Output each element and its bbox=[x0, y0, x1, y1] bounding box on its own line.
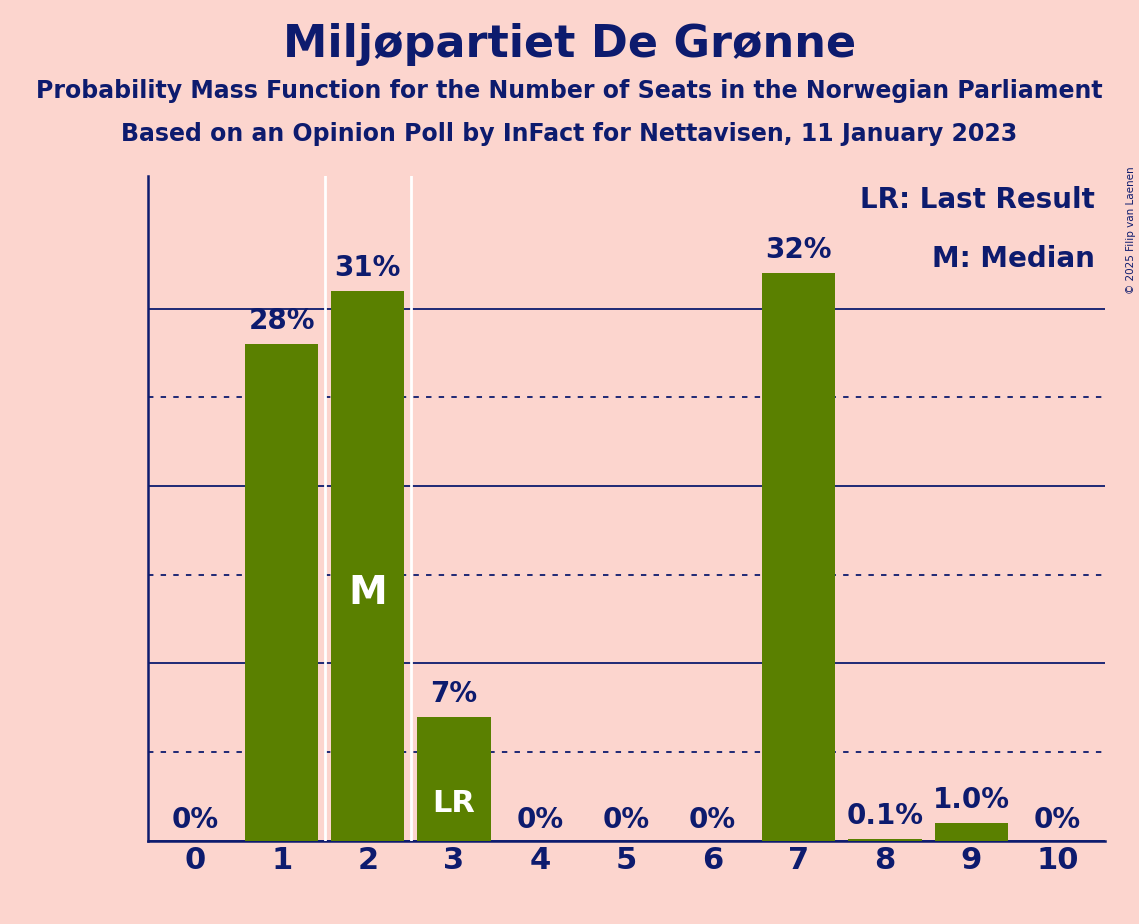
Bar bbox=[331, 291, 404, 841]
Text: 0%: 0% bbox=[603, 806, 650, 833]
Text: © 2025 Filip van Laenen: © 2025 Filip van Laenen bbox=[1126, 166, 1136, 294]
Bar bbox=[849, 839, 921, 841]
Bar bbox=[245, 344, 318, 841]
Text: 0.1%: 0.1% bbox=[846, 802, 924, 830]
Text: LR: Last Result: LR: Last Result bbox=[860, 186, 1096, 213]
Text: Probability Mass Function for the Number of Seats in the Norwegian Parliament: Probability Mass Function for the Number… bbox=[36, 79, 1103, 103]
Text: M: M bbox=[349, 575, 387, 613]
Text: Miljøpartiet De Grønne: Miljøpartiet De Grønne bbox=[282, 23, 857, 67]
Text: 0%: 0% bbox=[172, 806, 219, 833]
Text: 28%: 28% bbox=[248, 307, 314, 335]
Text: 1.0%: 1.0% bbox=[933, 786, 1010, 814]
Text: 31%: 31% bbox=[335, 254, 401, 282]
Text: 0%: 0% bbox=[1034, 806, 1081, 833]
Text: M: Median: M: Median bbox=[933, 246, 1096, 274]
Text: 0%: 0% bbox=[517, 806, 564, 833]
Text: 7%: 7% bbox=[431, 680, 477, 708]
Bar bbox=[762, 274, 836, 841]
Text: Based on an Opinion Poll by InFact for Nettavisen, 11 January 2023: Based on an Opinion Poll by InFact for N… bbox=[122, 122, 1017, 146]
Text: 32%: 32% bbox=[765, 237, 833, 264]
Bar bbox=[417, 717, 491, 841]
Text: LR: LR bbox=[433, 789, 475, 818]
Text: 0%: 0% bbox=[689, 806, 736, 833]
Bar bbox=[935, 823, 1008, 841]
